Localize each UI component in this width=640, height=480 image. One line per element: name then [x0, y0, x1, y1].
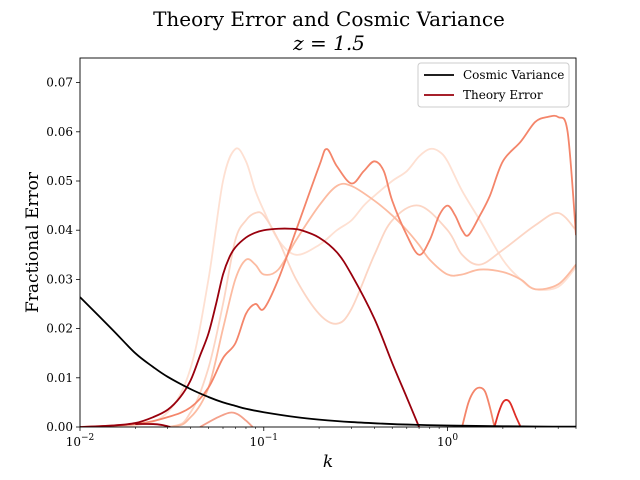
x-axis-label: k	[323, 452, 333, 472]
legend: Cosmic Variance Theory Error	[417, 62, 570, 108]
x-tick-label: 10−1	[249, 433, 278, 449]
y-tick-label: 0.00	[46, 420, 73, 434]
y-tick-label: 0.07	[46, 76, 73, 90]
plot-frame	[79, 57, 577, 428]
legend-label-cosmic-variance: Cosmic Variance	[463, 68, 564, 82]
x-tick-label: 100	[437, 433, 458, 449]
y-tick-label: 0.05	[46, 174, 73, 188]
legend-label-theory-error: Theory Error	[463, 88, 543, 102]
plot-area	[79, 57, 577, 428]
series-line-theory-error-bump-a	[199, 411, 254, 427]
series-line-theory-error-light-mid	[80, 182, 576, 427]
y-tick-label: 0.04	[46, 223, 73, 237]
x-axis: 10−2 10−1 100	[66, 427, 577, 449]
chart-subtitle: z = 1.5	[292, 31, 365, 55]
series-layer	[80, 114, 576, 427]
y-axis-label: Fractional Error	[23, 171, 43, 313]
y-tick-label: 0.03	[46, 272, 73, 286]
legend-box	[417, 62, 570, 108]
series-line-theory-error-tail	[135, 423, 171, 427]
chart-title: Theory Error and Cosmic Variance	[153, 7, 505, 31]
series-line-theory-error-bump-b	[461, 386, 496, 427]
series-line-theory-error-mid	[80, 114, 576, 427]
series-line-theory-error-bump-c	[493, 399, 522, 427]
series-line-cosmic-variance	[80, 296, 576, 427]
y-tick-label: 0.01	[46, 371, 73, 385]
series-line-theory-error-lightest	[80, 147, 576, 427]
series-line-theory-error-light	[80, 204, 576, 427]
x-tick-label: 10−2	[66, 433, 95, 449]
y-tick-label: 0.02	[46, 322, 73, 336]
y-axis: 0.00 0.01 0.02 0.03 0.04 0.05 0.06 0.07	[46, 76, 80, 434]
y-tick-label: 0.06	[46, 125, 73, 139]
series-line-theory-error	[80, 227, 420, 427]
